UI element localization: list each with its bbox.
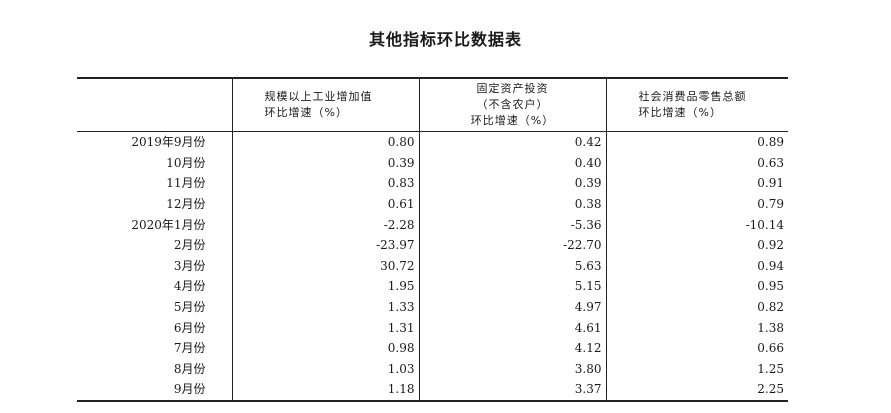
industry-cell: 1.95 (231, 276, 419, 297)
investment-cell: 0.39 (418, 173, 606, 194)
investment-cell: 4.97 (418, 296, 606, 318)
data-table: 规模以上工业增加值 环比增速（%） 固定资产投资 （不含农户） 环比增速（%） … (77, 77, 788, 402)
table-row: 8月份 1.03 3.80 1.25 (77, 358, 788, 380)
header-retail: 社会消费品零售总额 环比增速（%） (605, 78, 788, 132)
retail-cell: 0.94 (605, 255, 788, 277)
industry-cell: -23.97 (231, 234, 419, 256)
investment-cell: 3.80 (418, 358, 606, 380)
retail-cell: 1.25 (605, 358, 788, 380)
industry-cell: 1.18 (231, 379, 419, 401)
period-cell: 2月份 (173, 238, 206, 253)
table-row: 12月份 0.61 0.38 0.79 (77, 193, 788, 215)
investment-cell: 0.42 (418, 131, 606, 153)
investment-cell: 4.61 (418, 317, 606, 338)
header-retail-line1: 社会消费品零售总额 (638, 90, 747, 103)
table-row: 10月份 0.39 0.40 0.63 (77, 152, 788, 174)
retail-cell: 0.82 (605, 296, 788, 318)
table-row: 9月份 1.18 3.37 2.25 (77, 379, 788, 401)
investment-cell: -5.36 (418, 214, 606, 235)
table-row: 5月份 1.33 4.97 0.82 (77, 296, 788, 318)
header-retail-line2: 环比增速（%） (638, 106, 722, 119)
retail-cell: 2.25 (605, 379, 788, 401)
period-cell: 2020年1月份 (131, 217, 206, 232)
header-investment: 固定资产投资 （不含农户） 环比增速（%） (418, 78, 606, 132)
period-cell: 2019年9月份 (131, 135, 206, 150)
table-row: 4月份 1.95 5.15 0.95 (77, 276, 788, 297)
industry-cell: 0.61 (231, 193, 419, 215)
industry-cell: 30.72 (231, 255, 419, 277)
period-cell: 12月份 (166, 197, 206, 212)
retail-cell: 0.66 (605, 337, 788, 359)
retail-cell: -10.14 (605, 214, 788, 235)
header-industry-line2: 环比增速（%） (264, 106, 348, 119)
investment-cell: 0.38 (418, 193, 606, 215)
industry-cell: 1.03 (231, 358, 419, 380)
industry-cell: 1.31 (231, 317, 419, 338)
retail-cell: 0.91 (605, 173, 788, 194)
investment-cell: -22.70 (418, 234, 606, 256)
retail-cell: 0.95 (605, 276, 788, 297)
table-row: 7月份 0.98 4.12 0.66 (77, 337, 788, 359)
table-row: 2020年1月份 -2.28 -5.36 -10.14 (77, 214, 788, 235)
industry-cell: 1.33 (231, 296, 419, 318)
period-cell: 5月份 (173, 300, 206, 315)
header-industry: 规模以上工业增加值 环比增速（%） (231, 78, 419, 132)
investment-cell: 4.12 (418, 337, 606, 359)
table-row: 3月份 30.72 5.63 0.94 (77, 255, 788, 277)
investment-cell: 5.63 (418, 255, 606, 277)
header-industry-line1: 规模以上工业增加值 (264, 90, 373, 103)
table-row: 2月份 -23.97 -22.70 0.92 (77, 234, 788, 256)
industry-cell: 0.83 (231, 173, 419, 194)
industry-cell: 0.98 (231, 337, 419, 359)
industry-cell: 0.39 (231, 152, 419, 174)
investment-cell: 5.15 (418, 276, 606, 297)
header-period (77, 78, 232, 132)
table-body: 2019年9月份 0.80 0.42 0.89 10月份 0.39 0.40 0.63 11月份… (77, 131, 788, 401)
header-row: 规模以上工业增加值 环比增速（%） 固定资产投资 （不含农户） 环比增速（%） … (77, 78, 788, 132)
period-cell: 8月份 (173, 361, 206, 376)
table-row: 2019年9月份 0.80 0.42 0.89 (77, 131, 788, 153)
period-cell: 3月份 (173, 258, 206, 273)
header-investment-line3: 环比增速（%） (470, 114, 555, 127)
retail-cell: 0.92 (605, 234, 788, 256)
period-cell: 4月份 (173, 279, 206, 294)
investment-cell: 0.40 (418, 152, 606, 174)
period-cell: 10月份 (166, 155, 206, 170)
retail-cell: 0.63 (605, 152, 788, 174)
investment-cell: 3.37 (418, 379, 606, 401)
retail-cell: 0.89 (605, 131, 788, 153)
header-investment-line2: （不含农户） (476, 98, 549, 111)
industry-cell: -2.28 (231, 214, 419, 235)
table-header: 规模以上工业增加值 环比增速（%） 固定资产投资 （不含农户） 环比增速（%） … (77, 78, 788, 132)
period-cell: 7月份 (173, 341, 206, 356)
industry-cell: 0.80 (231, 131, 419, 153)
retail-cell: 0.79 (605, 193, 788, 215)
period-cell: 9月份 (173, 382, 206, 397)
period-cell: 6月份 (173, 320, 206, 335)
period-cell: 11月份 (166, 176, 206, 191)
table-row: 11月份 0.83 0.39 0.91 (77, 173, 788, 194)
retail-cell: 1.38 (605, 317, 788, 338)
table-title: 其他指标环比数据表 (368, 30, 522, 49)
header-investment-line1: 固定资产投资 (476, 82, 549, 95)
table-row: 6月份 1.31 4.61 1.38 (77, 317, 788, 338)
